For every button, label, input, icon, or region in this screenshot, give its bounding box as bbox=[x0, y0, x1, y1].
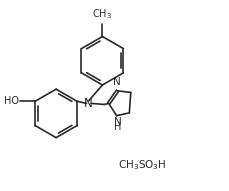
Text: CH$_3$: CH$_3$ bbox=[92, 7, 112, 21]
Text: H: H bbox=[114, 121, 121, 132]
Text: N: N bbox=[84, 97, 93, 110]
Text: N: N bbox=[112, 77, 120, 87]
Text: N: N bbox=[113, 117, 121, 127]
Text: HO: HO bbox=[4, 96, 19, 106]
Text: CH$_3$SO$_3$H: CH$_3$SO$_3$H bbox=[118, 158, 166, 172]
